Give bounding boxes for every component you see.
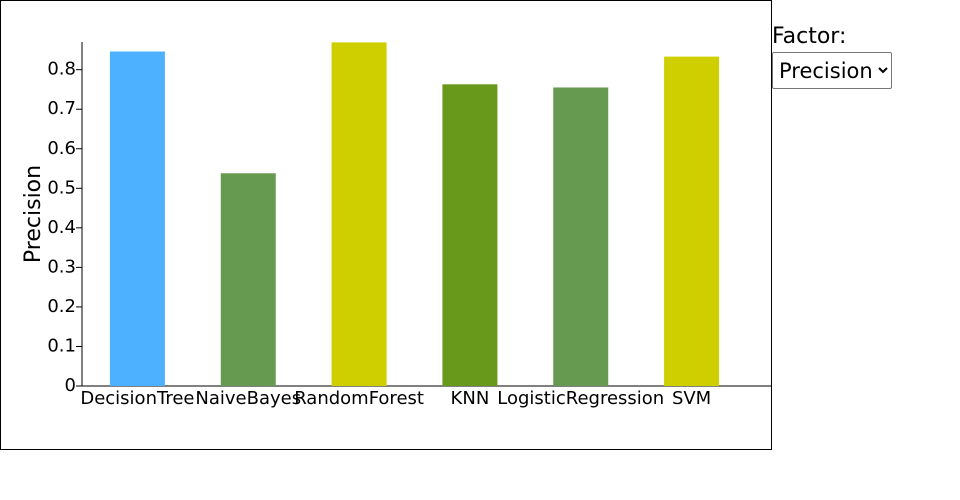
- y-tick-label: 0.1: [47, 335, 76, 356]
- y-tick-label: 0.3: [47, 256, 76, 277]
- bar: [442, 84, 498, 386]
- bar: [220, 173, 276, 386]
- y-tick-label: 0.5: [47, 177, 76, 198]
- bar: [331, 42, 387, 387]
- x-tick-label: NaiveBayes: [195, 388, 301, 409]
- y-tick-label: 0: [65, 375, 76, 396]
- factor-select[interactable]: Precision: [772, 52, 892, 89]
- factor-label: Factor:: [772, 24, 847, 49]
- x-tick-label: RandomForest: [294, 388, 424, 409]
- x-tick-label: LogisticRegression: [497, 388, 664, 409]
- bar: [664, 56, 720, 387]
- y-tick-label: 0.8: [47, 59, 76, 80]
- y-tick-label: 0.6: [47, 138, 76, 159]
- y-tick-label: 0.2: [47, 296, 76, 317]
- factor-control: Factor: Precision: [772, 24, 892, 89]
- y-axis-title: Precision: [21, 165, 46, 263]
- x-tick-label: DecisionTree: [80, 388, 194, 409]
- bar: [553, 87, 609, 387]
- bar: [109, 51, 165, 386]
- x-tick-label: KNN: [451, 388, 490, 409]
- chart: Precision 0 0.1 0.2 0.3 0.4 0.5 0.6 0.7 0.8 Decis…: [0, 0, 772, 450]
- y-tick-label: 0.7: [47, 98, 76, 119]
- y-tick-label: 0.4: [47, 217, 76, 238]
- x-tick-label: SVM: [672, 388, 711, 409]
